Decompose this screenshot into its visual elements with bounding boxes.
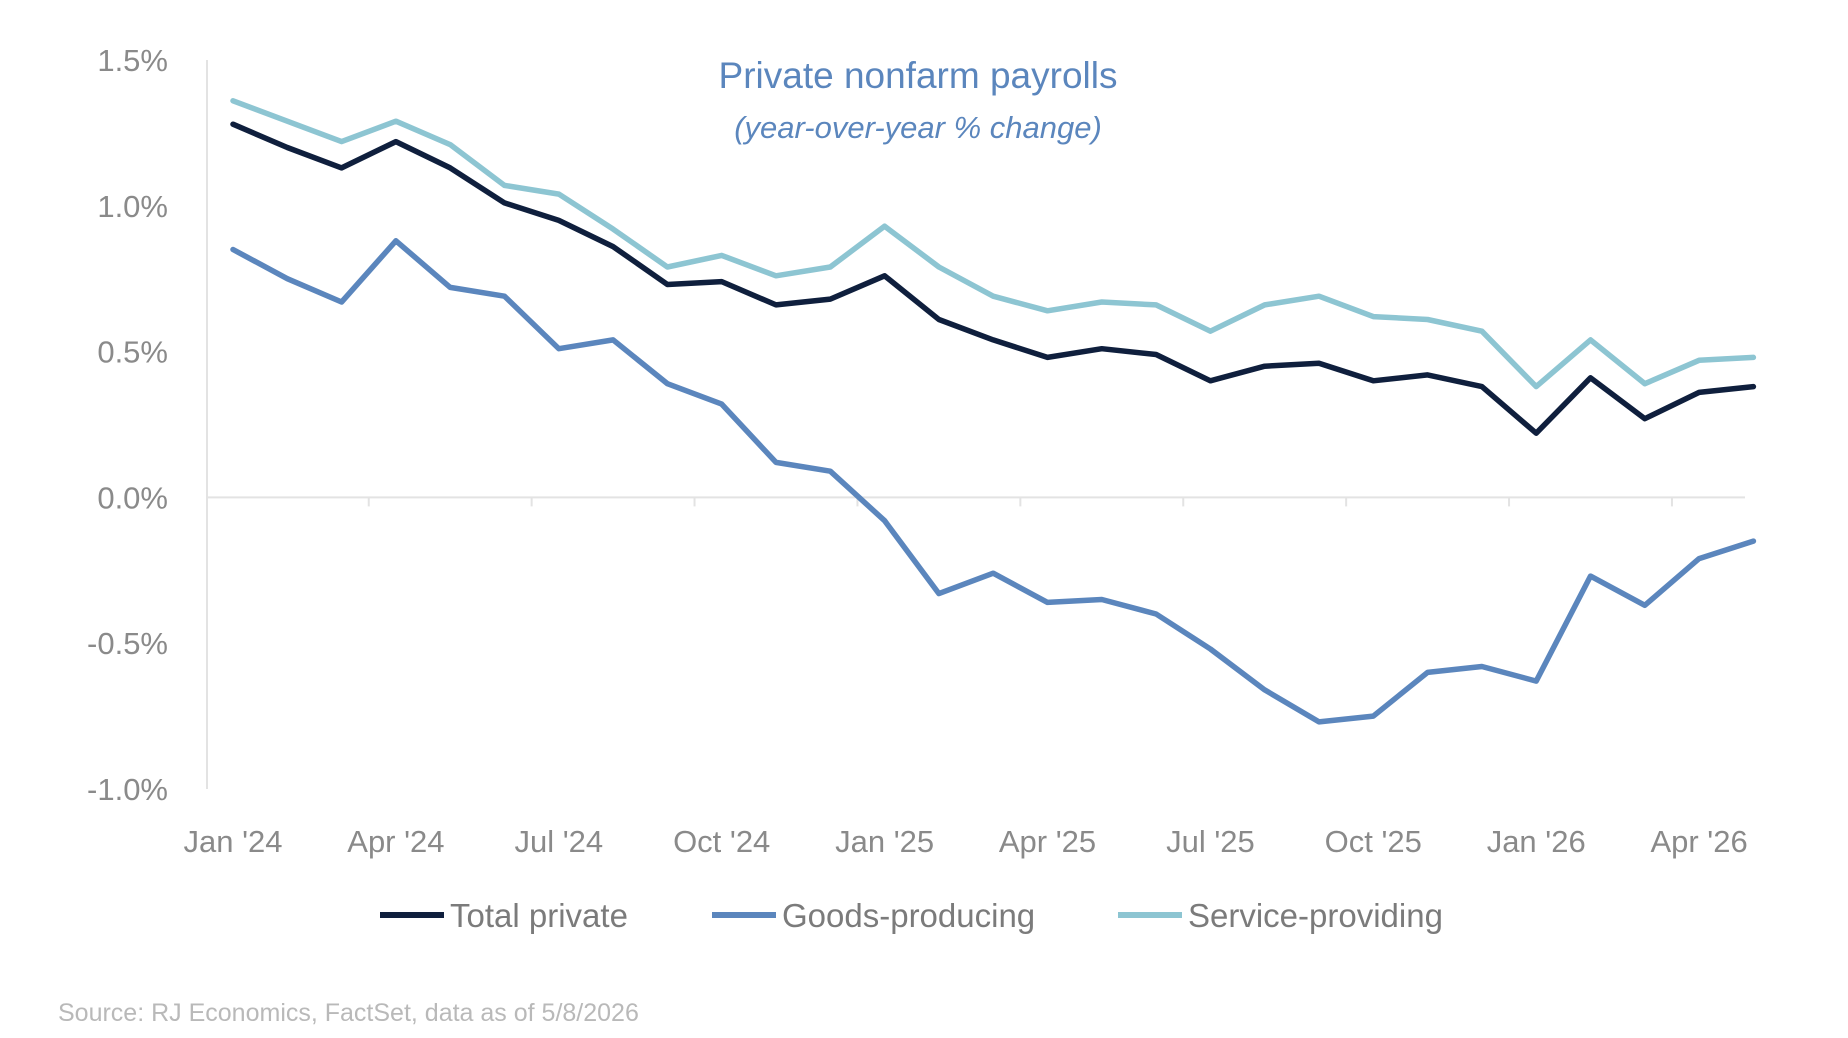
legend-item: Total private (380, 897, 628, 934)
x-tick-label: Jan '24 (184, 824, 283, 859)
x-tick-label: Jan '26 (1487, 824, 1586, 859)
legend-label: Total private (450, 897, 628, 934)
y-tick-label: 0.5% (97, 335, 168, 370)
legend: Total private Goods-producing Service-prov… (380, 897, 1443, 934)
x-tick-label: Jan '25 (835, 824, 934, 859)
series-line-goods-producing (230, 238, 1757, 725)
chart-subtitle: (year-over-year % change) (734, 110, 1102, 145)
legend-label: Service-providing (1188, 897, 1443, 934)
series-lines (230, 98, 1757, 725)
x-tick-label: Apr '26 (1650, 824, 1747, 859)
y-tick-label: -1.0% (87, 772, 168, 807)
x-tick-label: Apr '25 (999, 824, 1096, 859)
x-tick-label: Apr '24 (347, 824, 444, 859)
y-tick-label: 1.5% (97, 43, 168, 78)
x-tick-label: Oct '24 (673, 824, 770, 859)
x-tick-label: Jul '25 (1166, 824, 1255, 859)
source-note: Source: RJ Economics, FactSet, data as o… (58, 999, 639, 1027)
x-axis-ticks: Jan '24 Apr '24 Jul '24 Oct '24 Jan '25 Apr '… (184, 497, 1748, 859)
series-line-total-private (230, 121, 1757, 436)
chart-title: Private nonfarm payrolls (719, 55, 1118, 96)
legend-item: Service-providing (1118, 897, 1443, 934)
x-tick-label: Jul '24 (514, 824, 603, 859)
y-axis-ticks: 1.5% 1.0% 0.5% 0.0% -0.5% -1.0% (87, 43, 168, 807)
series-line-service-providing (230, 98, 1757, 390)
y-tick-label: -0.5% (87, 626, 168, 661)
y-tick-label: 0.0% (97, 480, 168, 515)
axes (206, 60, 1745, 789)
legend-item: Goods-producing (712, 897, 1035, 934)
y-tick-label: 1.0% (97, 189, 168, 224)
legend-label: Goods-producing (782, 897, 1035, 934)
x-tick-label: Oct '25 (1325, 824, 1422, 859)
